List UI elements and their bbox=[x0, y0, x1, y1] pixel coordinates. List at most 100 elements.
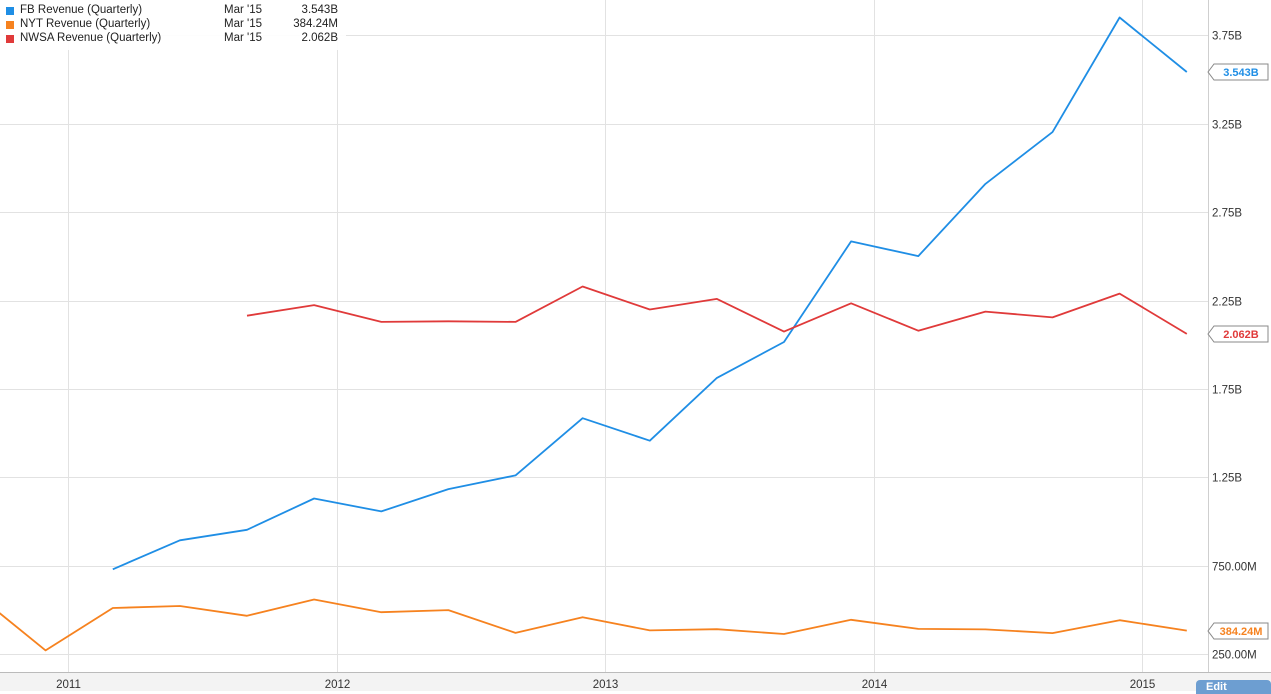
data-point bbox=[581, 615, 585, 619]
data-point bbox=[648, 308, 652, 312]
data-point bbox=[111, 606, 115, 610]
series-line-2 bbox=[246, 285, 1188, 335]
legend-swatch bbox=[6, 21, 14, 29]
grid-lines bbox=[0, 0, 1208, 672]
data-point bbox=[916, 254, 920, 258]
end-label-box bbox=[1207, 622, 1269, 640]
data-point bbox=[782, 330, 786, 334]
series-line-0 bbox=[112, 16, 1188, 571]
legend: FB Revenue (Quarterly) Mar '15 3.543B NY… bbox=[0, 0, 346, 50]
data-point bbox=[581, 285, 585, 289]
data-point bbox=[849, 301, 853, 305]
series-line-1 bbox=[0, 598, 1187, 652]
data-point bbox=[312, 598, 316, 602]
legend-swatch bbox=[6, 35, 14, 43]
data-point bbox=[446, 487, 450, 491]
data-point bbox=[581, 416, 585, 420]
end-label-text: 384.24M bbox=[1220, 626, 1263, 638]
plot-background bbox=[0, 0, 1208, 672]
series-lines bbox=[0, 16, 1189, 652]
data-point bbox=[1051, 631, 1055, 635]
legend-series-name: FB Revenue (Quarterly) bbox=[20, 4, 143, 16]
y-tick-label: 2.25B bbox=[1212, 297, 1242, 309]
x-tick-label: 2015 bbox=[1130, 679, 1156, 691]
legend-swatch bbox=[6, 7, 14, 15]
data-point bbox=[514, 473, 518, 477]
data-point bbox=[111, 567, 115, 571]
data-point bbox=[312, 497, 316, 501]
legend-date: Mar '15 bbox=[224, 32, 262, 44]
data-point bbox=[514, 631, 518, 635]
data-point bbox=[379, 320, 383, 324]
y-tick-label: 250.00M bbox=[1212, 650, 1257, 662]
data-point bbox=[1185, 629, 1189, 633]
legend-value: 2.062B bbox=[301, 32, 338, 44]
y-axis-ticks: 250.00M 750.00M 1.25B 1.75B 2.25B 2.75B 3.25B 3… bbox=[1212, 31, 1257, 662]
data-point bbox=[245, 314, 249, 318]
data-point bbox=[916, 329, 920, 333]
y-tick-label: 3.25B bbox=[1212, 120, 1242, 132]
end-label-0: 3.543B bbox=[1207, 63, 1269, 81]
legend-series-name: NYT Revenue (Quarterly) bbox=[20, 18, 151, 30]
data-point bbox=[1118, 16, 1122, 20]
data-point bbox=[849, 239, 853, 243]
data-point bbox=[1118, 292, 1122, 296]
legend-entry-fb[interactable]: FB Revenue (Quarterly) Mar '15 3.543B bbox=[6, 4, 342, 18]
data-point bbox=[715, 297, 719, 301]
data-point bbox=[44, 648, 48, 652]
x-tick-label: 2014 bbox=[862, 679, 888, 691]
data-point bbox=[983, 627, 987, 631]
legend-value: 3.543B bbox=[301, 4, 338, 16]
data-point bbox=[178, 538, 182, 542]
legend-series-name: NWSA Revenue (Quarterly) bbox=[20, 32, 162, 44]
legend-date: Mar '15 bbox=[224, 4, 262, 16]
data-point bbox=[715, 627, 719, 631]
edit-button[interactable]: Edit bbox=[1196, 680, 1271, 694]
data-point bbox=[782, 632, 786, 636]
data-point bbox=[379, 610, 383, 614]
end-label-1: 384.24M bbox=[1207, 622, 1269, 640]
data-point bbox=[1051, 315, 1055, 319]
x-tick-label: 2011 bbox=[56, 679, 81, 691]
data-point bbox=[1185, 332, 1189, 336]
end-label-text: 3.543B bbox=[1223, 67, 1259, 79]
data-point bbox=[178, 604, 182, 608]
x-axis-ticks: 2011 2012 2013 2014 2015 bbox=[56, 679, 1155, 691]
y-tick-label: 1.75B bbox=[1212, 385, 1242, 397]
data-point bbox=[446, 319, 450, 323]
x-tick-label: 2012 bbox=[325, 679, 351, 691]
data-point bbox=[782, 340, 786, 344]
data-point bbox=[849, 618, 853, 622]
legend-entry-nyt[interactable]: NYT Revenue (Quarterly) Mar '15 384.24M bbox=[6, 18, 342, 32]
data-point bbox=[514, 320, 518, 324]
legend-value: 384.24M bbox=[293, 18, 338, 30]
data-point bbox=[648, 439, 652, 443]
end-label-text: 2.062B bbox=[1223, 329, 1259, 341]
data-point bbox=[715, 376, 719, 380]
data-point bbox=[312, 303, 316, 307]
data-point bbox=[245, 614, 249, 618]
legend-date: Mar '15 bbox=[224, 18, 262, 30]
data-point bbox=[1118, 618, 1122, 622]
x-tick-label: 2013 bbox=[593, 679, 619, 691]
y-tick-label: 3.75B bbox=[1212, 31, 1242, 43]
y-tick-label: 750.00M bbox=[1212, 562, 1257, 574]
data-point bbox=[648, 628, 652, 632]
series-end-labels: 3.543B 384.24M 2.062B bbox=[1207, 63, 1269, 640]
data-point bbox=[446, 608, 450, 612]
end-label-2: 2.062B bbox=[1207, 325, 1269, 343]
end-label-box bbox=[1207, 325, 1269, 343]
y-tick-label: 2.75B bbox=[1212, 208, 1242, 220]
x-axis-band bbox=[0, 673, 1271, 691]
data-point bbox=[1185, 70, 1189, 74]
data-point bbox=[983, 310, 987, 314]
end-label-box bbox=[1207, 63, 1269, 81]
data-point bbox=[379, 509, 383, 513]
data-point bbox=[983, 182, 987, 186]
data-point bbox=[916, 627, 920, 631]
data-point bbox=[245, 528, 249, 532]
y-tick-label: 1.25B bbox=[1212, 473, 1242, 485]
data-point bbox=[1051, 130, 1055, 134]
legend-entry-nwsa[interactable]: NWSA Revenue (Quarterly) Mar '15 2.062B bbox=[6, 32, 342, 46]
